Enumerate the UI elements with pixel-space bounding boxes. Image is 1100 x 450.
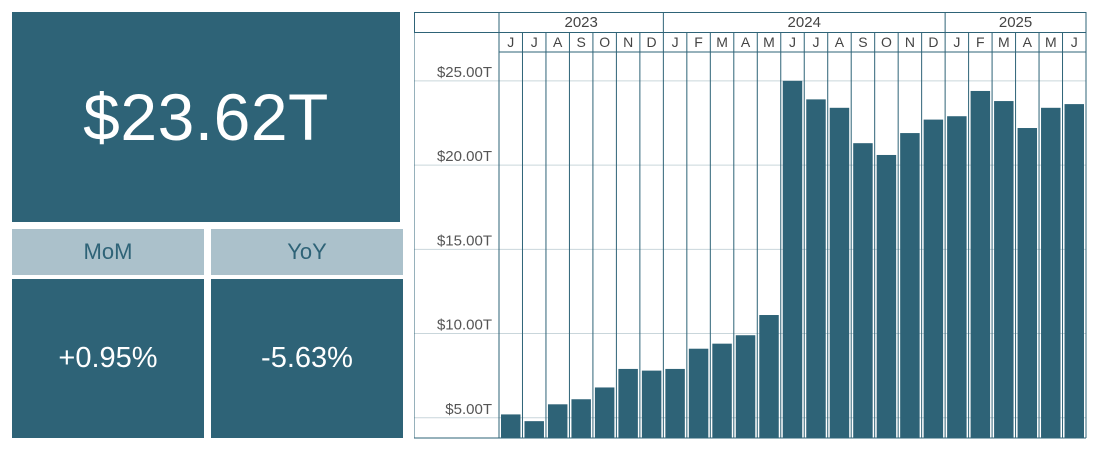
month-label: S [858, 34, 867, 50]
month-label: J [1071, 34, 1078, 50]
mom-value-card: +0.95% [12, 279, 204, 438]
y-tick-label: $10.00T [437, 317, 492, 334]
month-label: F [694, 34, 703, 50]
month-label: D [647, 34, 657, 50]
bar-2024-01 [665, 368, 685, 438]
bar-2023-10 [594, 387, 615, 438]
month-label: M [1045, 34, 1057, 50]
current-value-card: $23.62T [12, 12, 400, 222]
bar-2024-12 [923, 119, 944, 438]
bar-2024-08 [829, 107, 850, 438]
month-label: J [812, 34, 819, 50]
year-label-2024: 2024 [788, 14, 821, 31]
mom-label: MoM [83, 239, 133, 264]
month-label: M [998, 34, 1010, 50]
month-label: J [953, 34, 960, 50]
bar-2024-03 [712, 343, 732, 438]
month-label: O [881, 34, 892, 50]
yoy-value-card: -5.63% [211, 279, 403, 438]
bar-2024-09 [853, 143, 873, 438]
year-label-2023: 2023 [564, 14, 597, 31]
month-label: J [531, 34, 538, 50]
bar-2025-05 [1041, 107, 1061, 438]
month-label: M [763, 34, 775, 50]
yoy-value: -5.63% [261, 342, 353, 374]
bar-2023-06 [501, 414, 521, 438]
bar-2023-07 [524, 421, 544, 438]
y-tick-label: $25.00T [437, 64, 492, 81]
month-label: F [976, 34, 985, 50]
bar-2024-06 [782, 80, 803, 438]
month-label: J [789, 34, 796, 50]
monthly-bar-chart: $5.00T $10.00T $15.00T $20.00T $25.00T 2023 J J… [413, 12, 1088, 440]
month-label: A [741, 34, 751, 50]
mom-value: +0.95% [58, 342, 158, 374]
bar-2023-12 [641, 370, 662, 438]
month-label: A [835, 34, 845, 50]
bar-2024-04 [735, 335, 756, 438]
bar-2023-08 [547, 404, 568, 438]
bar-2025-06 [1064, 104, 1084, 439]
y-tick-label: $20.00T [437, 148, 492, 165]
y-tick-label: $15.00T [437, 232, 492, 249]
y-tick-label: $5.00T [445, 401, 492, 418]
bar-2023-11 [618, 368, 638, 438]
month-label: D [928, 34, 938, 50]
year-header-frame [414, 12, 1087, 33]
yoy-label: YoY [287, 239, 327, 264]
bar-2025-04 [1017, 128, 1038, 439]
bar-2024-02 [688, 348, 709, 438]
bar-2023-09 [571, 399, 591, 438]
bar-2024-05 [759, 315, 779, 438]
year-label-2025: 2025 [999, 14, 1032, 31]
bar-2024-07 [806, 99, 826, 438]
month-label: M [716, 34, 728, 50]
month-label: A [1023, 34, 1033, 50]
month-label: N [623, 34, 633, 50]
bar-2024-11 [900, 133, 920, 438]
month-label: N [905, 34, 915, 50]
current-value: $23.62T [83, 80, 329, 154]
month-label: J [507, 34, 514, 50]
month-label: J [672, 34, 679, 50]
bar-2024-10 [876, 154, 897, 439]
yoy-label-card: YoY [211, 229, 403, 275]
month-label: S [577, 34, 586, 50]
bar-2025-01 [947, 116, 967, 439]
bar-2025-03 [994, 101, 1014, 439]
month-label: O [599, 34, 610, 50]
month-label: A [553, 34, 563, 50]
mom-label-card: MoM [12, 229, 204, 275]
bar-2025-02 [970, 90, 991, 438]
